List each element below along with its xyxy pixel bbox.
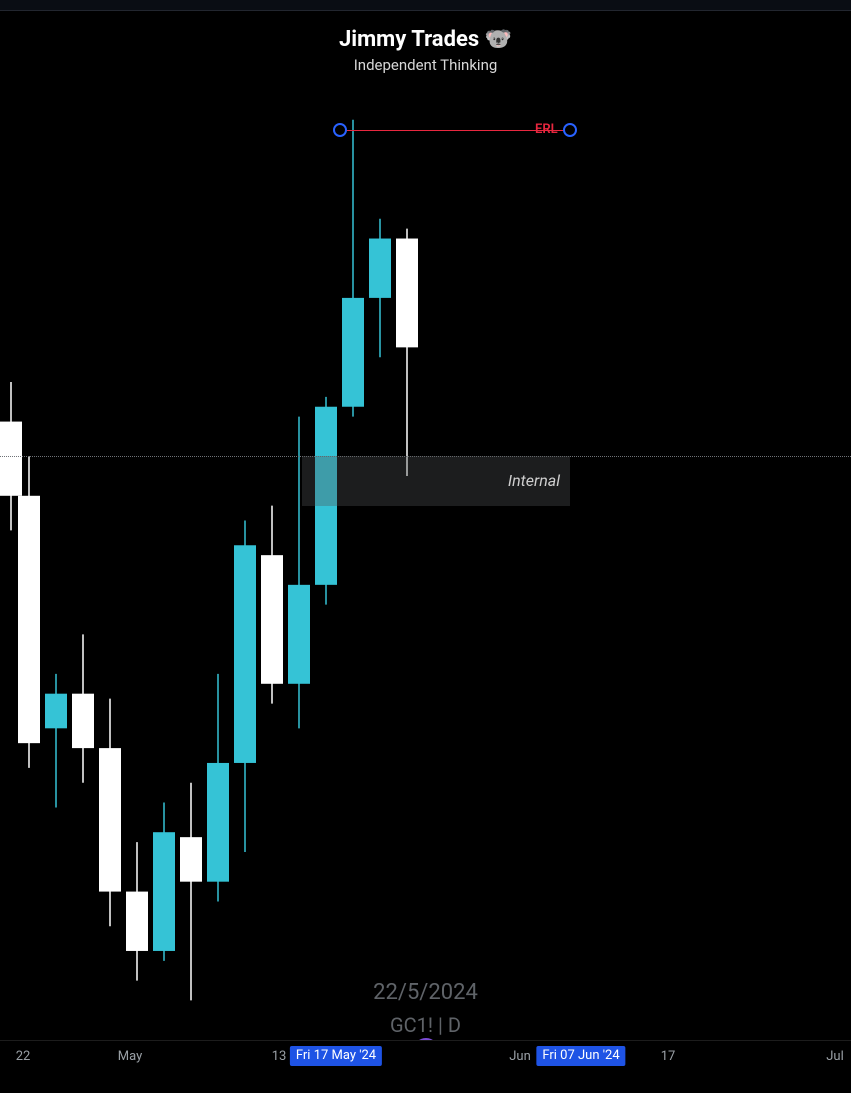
internal-zone[interactable]: Internal <box>302 456 570 505</box>
time-axis-tick: Jun <box>509 1049 531 1064</box>
chart-header: Jimmy Trades 🐨 Independent Thinking <box>0 11 851 74</box>
time-axis-tick: Jul <box>826 1049 844 1064</box>
time-axis-tick: May <box>118 1049 142 1064</box>
candlestick-chart[interactable] <box>0 100 851 1040</box>
time-axis-tick: 13 <box>272 1049 287 1064</box>
time-axis-tick[interactable]: Fri 17 May '24 <box>290 1046 382 1066</box>
chart-title: Jimmy Trades 🐨 <box>0 27 851 52</box>
time-axis-tick[interactable]: Fri 07 Jun '24 <box>536 1046 625 1066</box>
erl-handle-right[interactable] <box>563 123 577 137</box>
time-axis-tick: 17 <box>661 1049 676 1064</box>
erl-handle-left[interactable] <box>333 123 347 137</box>
chart-area[interactable]: Internal ERL 22/5/2024 GC1! | D <box>0 100 851 1040</box>
time-axis-tick: 22 <box>16 1049 31 1064</box>
internal-zone-label: Internal <box>508 471 560 490</box>
time-axis[interactable]: 22 May 13Fri 17 May '24 Jun Fri 07 Jun '24 17… <box>0 1040 851 1093</box>
window-topbar <box>0 0 851 11</box>
chart-subtitle: Independent Thinking <box>0 56 851 74</box>
erl-label: ERL <box>535 121 558 136</box>
